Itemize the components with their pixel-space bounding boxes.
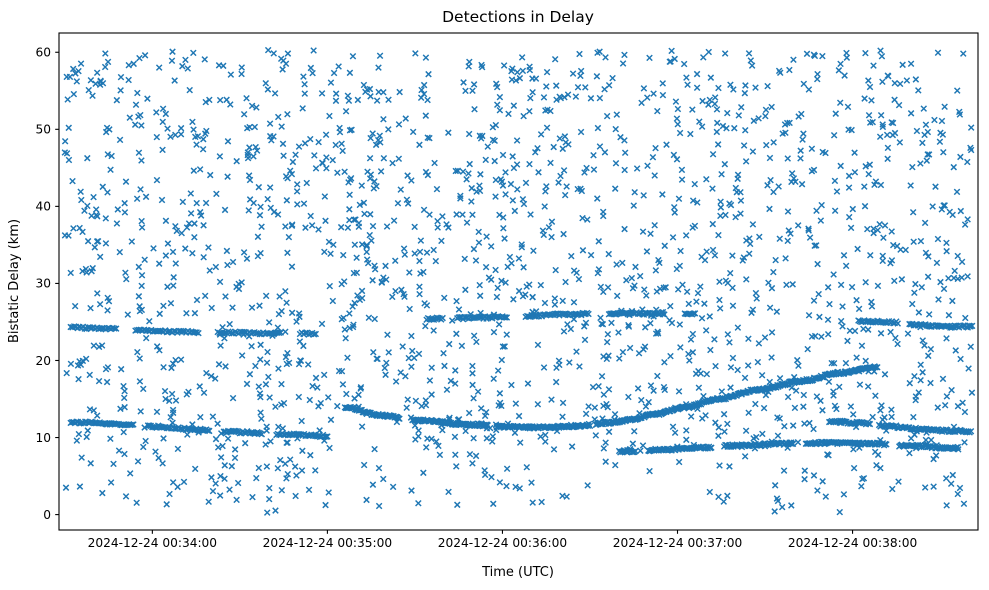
x-axis-label: Time (UTC) xyxy=(481,565,554,580)
data-markers xyxy=(61,46,976,516)
y-tick-label: 20 xyxy=(35,354,51,368)
y-tick-label: 10 xyxy=(35,431,51,445)
x-tick-label: 2024-12-24 00:36:00 xyxy=(438,536,567,550)
y-axis-label: Bistatic Delay (km) xyxy=(7,219,22,343)
chart-title: Detections in Delay xyxy=(442,8,594,26)
x-tick-label: 2024-12-24 00:34:00 xyxy=(88,536,217,550)
y-axis-ticks: 0 10 20 30 40 50 60 xyxy=(35,46,59,522)
axes-frame xyxy=(58,32,979,531)
y-tick-label: 40 xyxy=(35,200,51,214)
y-tick-label: 50 xyxy=(35,123,51,137)
x-tick-label: 2024-12-24 00:35:00 xyxy=(263,536,392,550)
x-tick-label: 2024-12-24 00:38:00 xyxy=(788,536,917,550)
y-tick-label: 30 xyxy=(35,277,51,291)
x-axis-ticks: 2024-12-24 00:34:00 2024-12-24 00:35:00 20… xyxy=(88,530,917,550)
y-tick-label: 60 xyxy=(35,46,51,60)
x-tick-label: 2024-12-24 00:37:00 xyxy=(613,536,742,550)
y-tick-label: 0 xyxy=(43,508,51,522)
